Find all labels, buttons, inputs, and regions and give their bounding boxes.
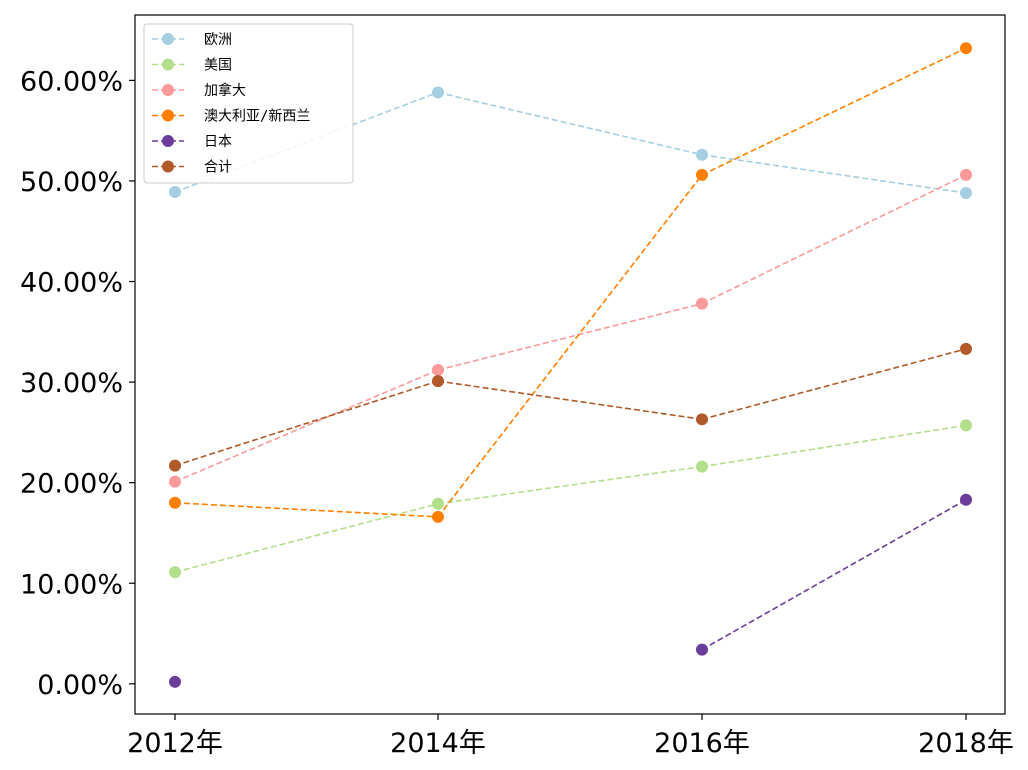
series-2-point-2 [696,297,708,310]
legend-item-3[interactable]: 澳大利亚/新西兰 [152,109,310,125]
series-3-point-0 [169,496,181,509]
series-2 [169,168,972,488]
series-0-point-0 [169,186,181,199]
y-tick-label: 10.00% [20,569,123,600]
series-3 [169,42,972,523]
legend-box [143,23,354,184]
series-5-point-1 [432,375,444,388]
legend-marker-3 [162,109,174,122]
series-1-point-1 [432,497,444,510]
legend-item-0[interactable]: 欧洲 [152,32,232,48]
x-tick-label: 2016年 [654,728,750,759]
legend-marker-4 [162,135,174,147]
series-1 [169,419,972,579]
series-2-segment-1 [437,302,703,371]
legend-marker-2 [162,84,174,96]
series-5 [169,342,972,472]
series-0-segment-1 [437,91,703,156]
legend-marker-1 [162,58,174,71]
series-3-point-2 [696,168,708,181]
legend-item-4[interactable]: 日本 [152,134,232,150]
legend-label-1: 美国 [204,58,232,74]
y-tick-label: 0.00% [37,670,123,701]
series-3-segment-1 [437,174,703,518]
series-0-point-3 [960,187,972,200]
legend-label-0: 欧洲 [204,32,232,48]
series-0-point-2 [696,148,708,161]
y-tick-label: 30.00% [20,368,123,399]
series-2-segment-0 [174,369,439,483]
series-1-segment-2 [701,424,967,468]
series-4-point-2 [696,643,708,656]
series-3-point-1 [432,510,444,523]
series-5-point-2 [696,413,708,426]
x-tick-label: 2012年 [127,728,223,759]
y-tick-label: 60.00% [20,66,123,97]
series-0-point-1 [432,86,444,99]
series-3-segment-2 [701,47,967,176]
legend-label-3: 澳大利亚/新西兰 [204,109,310,125]
series-1-point-0 [169,566,181,579]
legend-item-5[interactable]: 合计 [152,160,232,176]
legend-label-5: 合计 [204,160,232,176]
series-4-segment-2 [701,499,967,651]
series-5-segment-2 [701,348,967,421]
series-3-segment-0 [174,501,439,518]
legend-label-2: 加拿大 [204,82,246,99]
series-1-segment-0 [174,503,439,573]
legend-item-2[interactable]: 加拿大 [152,82,246,99]
axes: 2012年 2014年 2016年 2018年 0.00% 10.00% 20.00% 30.… [20,66,1014,759]
series-5-segment-1 [437,380,703,421]
legend-label-4: 日本 [204,134,232,150]
series-4-point-3 [960,493,972,506]
plot-frame [134,14,1006,715]
x-tick-label: 2018年 [918,728,1014,759]
series-5-point-3 [960,342,972,355]
series-4 [169,493,972,688]
series-2-point-3 [960,168,972,181]
series-5-point-0 [169,459,181,472]
y-tick-label: 40.00% [20,268,123,299]
series-1-segment-1 [437,465,703,505]
series-0-segment-2 [701,154,967,194]
series-3-point-3 [960,42,972,55]
chart-marks [169,42,972,688]
x-tick-label: 2014年 [390,728,486,759]
series-4-point-0 [169,675,181,688]
legend-marker-5 [162,160,174,173]
y-tick-label: 20.00% [20,469,123,500]
series-5-segment-0 [174,380,439,467]
series-1-point-2 [696,460,708,473]
y-tick-label: 50.00% [20,167,123,198]
series-2-point-0 [169,475,181,488]
series-2-point-1 [432,364,444,377]
series-1-point-3 [960,419,972,432]
legend-item-1[interactable]: 美国 [152,58,232,74]
legend-marker-0 [162,33,174,45]
series-2-segment-2 [701,174,967,305]
